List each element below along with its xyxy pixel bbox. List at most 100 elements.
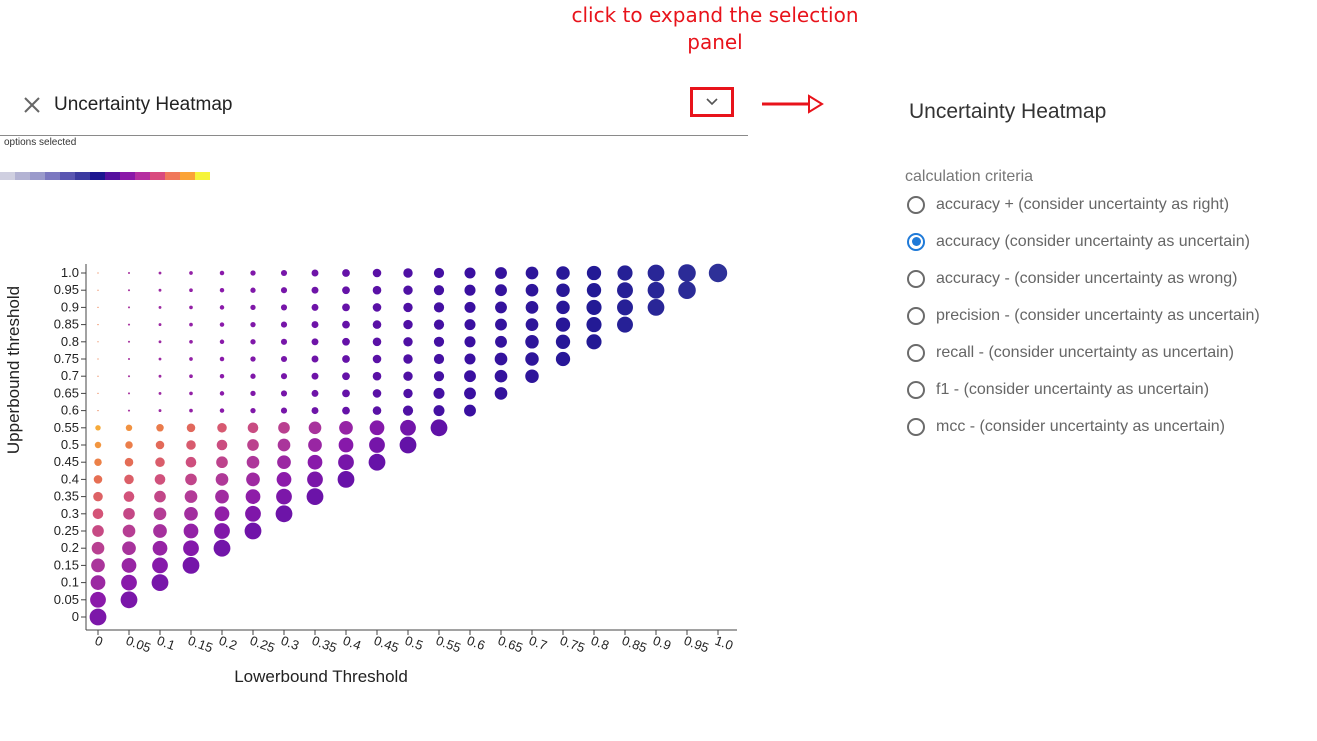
heatmap-dot [276, 472, 292, 487]
heatmap-dot [189, 408, 193, 413]
heatmap-dot [280, 287, 288, 294]
option-label: mcc - (consider uncertainty as uncertain… [936, 417, 1225, 435]
heatmap-dot [183, 523, 199, 539]
panel-header: Uncertainty Heatmap [0, 78, 748, 136]
heatmap-dot [617, 299, 633, 316]
option-label: precision - (consider uncertainty as unc… [936, 306, 1260, 324]
heatmap-dot [280, 338, 288, 345]
y-tick-label: 0.65 [54, 385, 79, 400]
heatmap-dot [90, 591, 106, 608]
heatmap-dot [400, 419, 416, 436]
heatmap-dot [311, 321, 319, 329]
legend-swatch [135, 172, 150, 180]
criteria-option[interactable]: accuracy (consider uncertainty as uncert… [905, 223, 1305, 260]
heatmap-dot [97, 410, 99, 412]
heatmap-dot [308, 438, 322, 452]
heatmap-dot [124, 457, 134, 467]
heatmap-dot [464, 370, 476, 383]
heatmap-dot [216, 456, 228, 469]
heatmap-dot [280, 407, 288, 414]
heatmap-dot [494, 369, 508, 383]
criteria-option[interactable]: f1 - (consider uncertainty as uncertain) [905, 371, 1305, 408]
heatmap-dot [158, 357, 162, 361]
heatmap-dot [369, 420, 385, 436]
y-tick-label: 0.15 [54, 557, 79, 572]
legend-swatch [0, 172, 15, 180]
criteria-option[interactable]: precision - (consider uncertainty as unc… [905, 297, 1305, 334]
heatmap-dot [127, 323, 131, 326]
x-tick-label: 0.9 [651, 633, 673, 653]
heatmap-dot [127, 271, 131, 275]
heatmap-dot [158, 288, 162, 292]
heatmap-dot [277, 438, 291, 452]
heatmap-dot [219, 339, 225, 345]
heatmap-dot [464, 319, 476, 331]
heatmap-dot [494, 352, 508, 366]
annotation-note: click to expand the selection panel [571, 3, 859, 54]
radio-button[interactable] [907, 232, 925, 251]
heatmap-dot [525, 318, 539, 331]
heatmap-dot [556, 266, 570, 280]
radio-button[interactable] [907, 195, 925, 214]
heatmap-dot [185, 456, 197, 468]
close-icon[interactable] [22, 95, 42, 115]
heatmap-dot [158, 374, 162, 378]
y-tick-label: 0.7 [61, 368, 79, 383]
radio-button[interactable] [907, 380, 925, 399]
heatmap-dot [586, 317, 602, 333]
x-tick-label: 0.1 [155, 633, 177, 653]
heatmap-dot [433, 387, 445, 399]
heatmap-dot [342, 355, 350, 363]
uncertainty-heatmap-chart: 00.050.10.150.20.250.30.350.40.450.50.55… [4, 263, 737, 686]
heatmap-dot [125, 441, 133, 449]
legend-swatch [120, 172, 135, 180]
radio-button[interactable] [907, 343, 925, 362]
x-tick-label: 0.75 [558, 633, 587, 656]
option-label: recall - (consider uncertainty as uncert… [936, 343, 1234, 361]
radio-button[interactable] [907, 306, 925, 325]
heatmap-dot [124, 474, 134, 485]
criteria-option[interactable]: mcc - (consider uncertainty as uncertain… [905, 408, 1305, 445]
criteria-option[interactable]: accuracy + (consider uncertainty as righ… [905, 186, 1305, 223]
heatmap-dot [155, 457, 165, 467]
heatmap-dot [89, 608, 107, 626]
heatmap-dot [525, 335, 539, 349]
heatmap-dot [219, 373, 225, 379]
heatmap-dot [91, 558, 105, 573]
heatmap-dot [433, 405, 445, 417]
header-title: Uncertainty Heatmap [54, 94, 233, 115]
heatmap-dot [678, 281, 696, 299]
heatmap-dot [127, 409, 131, 412]
heatmap-dot [311, 338, 319, 346]
criteria-option[interactable]: accuracy - (consider uncertainty as wron… [905, 260, 1305, 297]
heatmap-dot [215, 489, 229, 504]
heatmap-dot [311, 372, 319, 380]
heatmap-dot [495, 267, 507, 279]
x-tick-label: 0.25 [248, 633, 277, 656]
heatmap-dot [189, 357, 193, 361]
heatmap-dot [311, 407, 319, 415]
expand-button[interactable] [690, 87, 734, 117]
heatmap-dot [647, 281, 665, 299]
heatmap-dot [154, 490, 166, 503]
legend-swatch [180, 172, 195, 180]
heatmap-dot [127, 340, 131, 343]
heatmap-dot [372, 268, 382, 278]
y-tick-label: 0.05 [54, 592, 79, 607]
heatmap-dot [280, 390, 288, 397]
heatmap-dot [555, 334, 571, 349]
heatmap-dot [93, 491, 103, 502]
panel-title: Uncertainty Heatmap [909, 100, 1107, 123]
radio-button[interactable] [907, 269, 925, 288]
x-tick-label: 0.3 [279, 633, 301, 653]
heatmap-dot [372, 371, 382, 381]
y-tick-label: 0.35 [54, 489, 79, 504]
heatmap-dot [311, 269, 319, 277]
heatmap-dot [125, 424, 133, 432]
heatmap-dot [189, 391, 193, 396]
criteria-option[interactable]: recall - (consider uncertainty as uncert… [905, 334, 1305, 371]
heatmap-dot [307, 454, 323, 470]
legend-swatch [90, 172, 105, 180]
radio-button[interactable] [907, 417, 925, 436]
x-tick-label: 0.45 [372, 633, 401, 656]
